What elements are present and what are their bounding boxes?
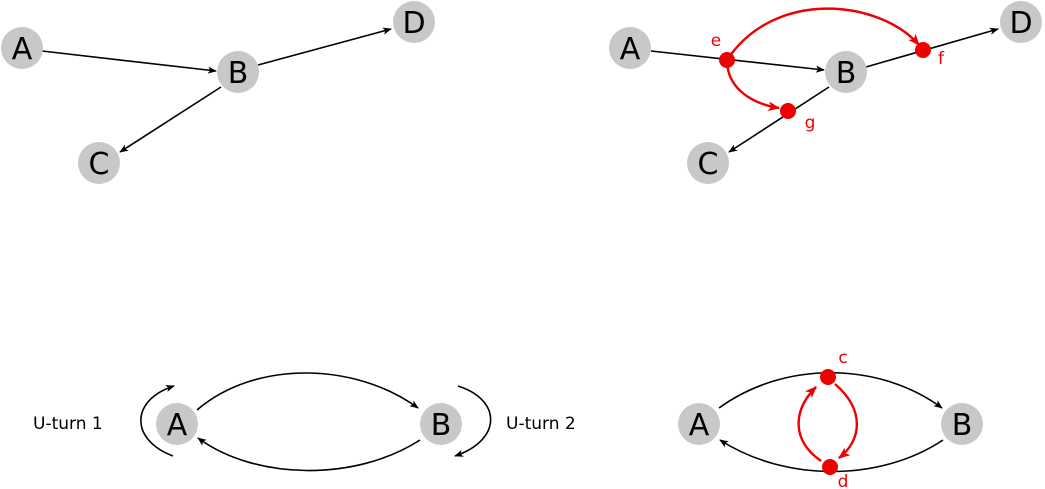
node-c-label: C	[698, 147, 719, 182]
edge-a-to-b	[650, 50, 825, 73]
node-a: A	[1, 27, 43, 69]
node-a: A	[609, 27, 651, 69]
node-b-label: B	[836, 56, 857, 91]
point-g-label: g	[805, 113, 816, 133]
node-d-label: D	[402, 6, 425, 41]
uturn-2-label: U-turn 2	[506, 414, 576, 434]
red-edge-c-to-d	[834, 383, 859, 459]
diagram-bottom-left: A B U-turn 1 U-turn 2	[33, 372, 576, 472]
node-c-label: C	[89, 147, 110, 182]
diagram-top-left: A B C D	[1, 1, 435, 184]
node-a-label: A	[620, 32, 641, 67]
point-e-label: e	[711, 31, 721, 51]
node-a: A	[678, 403, 720, 445]
edge-b-to-a-lower	[197, 437, 421, 472]
edge-a-to-b-upper	[196, 372, 419, 411]
edge-b-to-d	[257, 27, 392, 66]
node-c: C	[78, 142, 120, 184]
node-b: B	[420, 403, 462, 445]
point-e: e	[711, 31, 735, 68]
node-d: D	[1000, 1, 1042, 43]
uturn-1-arrow	[140, 385, 175, 457]
red-edge-d-to-c	[797, 386, 822, 462]
node-d: D	[393, 1, 435, 43]
point-c: c	[820, 348, 848, 385]
point-g: g	[780, 103, 815, 133]
red-edge-e-to-g	[725, 59, 781, 112]
node-a-label: A	[689, 408, 710, 443]
edge-a-to-b	[41, 50, 217, 74]
node-c: C	[687, 142, 729, 184]
point-f-label: f	[938, 49, 945, 69]
diagram-bottom-right: A B c d	[678, 348, 983, 489]
edge-b-to-c	[728, 86, 830, 153]
diagram-top-right: A B C D e f g	[609, 1, 1042, 184]
point-c-label: c	[838, 348, 847, 368]
node-a: A	[156, 403, 198, 445]
edge-b-to-c	[119, 86, 222, 153]
node-b-label: B	[228, 56, 249, 91]
node-d-label: D	[1009, 6, 1032, 41]
point-d: d	[822, 459, 848, 489]
node-b: B	[825, 51, 867, 93]
point-d-label: d	[838, 472, 849, 489]
node-b-label: B	[431, 408, 452, 443]
node-a-label: A	[167, 408, 188, 443]
node-b: B	[217, 51, 259, 93]
uturn-2-arrow	[454, 385, 492, 457]
edge-b-to-d	[865, 27, 999, 68]
red-edge-e-to-f	[726, 7, 920, 61]
node-a-label: A	[12, 32, 33, 67]
uturn-1-label: U-turn 1	[33, 414, 103, 434]
point-f: f	[915, 42, 945, 69]
node-b-label: B	[952, 408, 973, 443]
node-b: B	[941, 403, 983, 445]
